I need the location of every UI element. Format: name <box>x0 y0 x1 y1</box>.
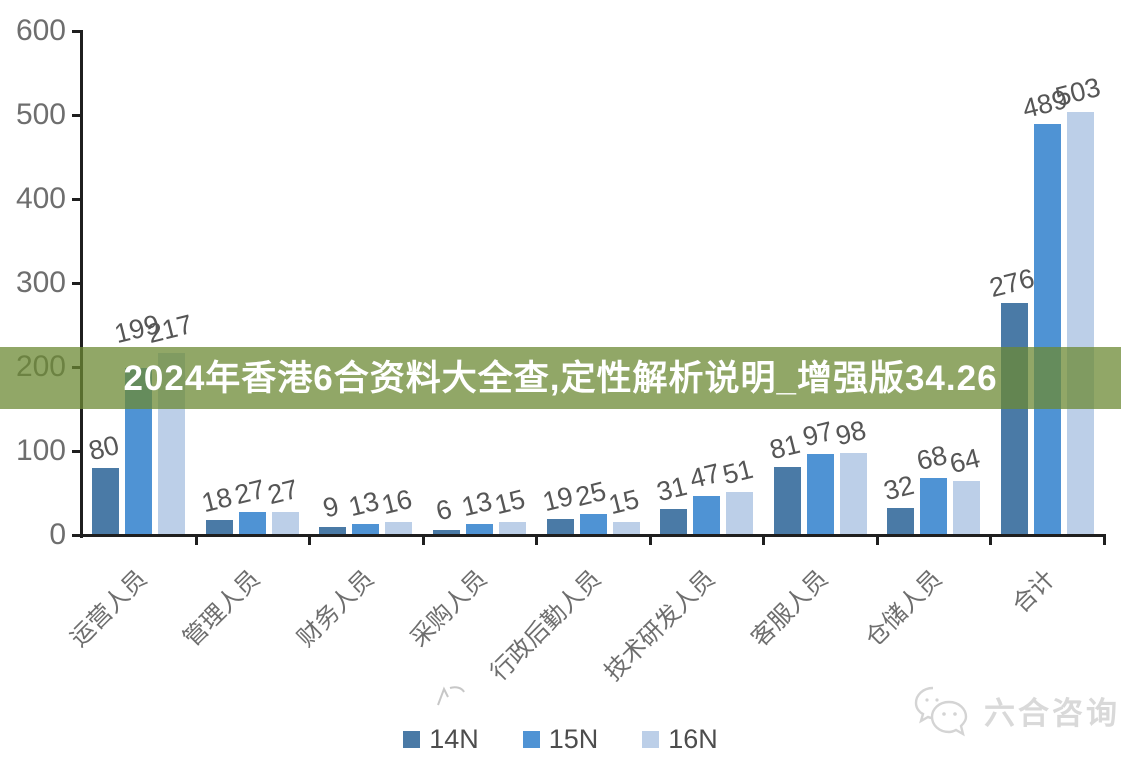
legend-label-16n: 16N <box>668 724 718 754</box>
bar-16N-9 <box>1066 112 1094 535</box>
y-axis-tick <box>72 114 81 117</box>
x-axis-tick <box>989 535 993 545</box>
bar-14N-6 <box>660 509 688 535</box>
bar-16N-6 <box>726 492 754 535</box>
bar-value-label: 98 <box>832 414 870 452</box>
chart-legend: 14N 15N 16N <box>0 726 1121 753</box>
y-axis-tick-label: 300 <box>15 266 66 299</box>
bar-15N-5 <box>579 514 607 535</box>
y-axis-line <box>80 30 83 538</box>
y-axis-tick <box>72 198 81 201</box>
bar-15N-3 <box>352 524 380 535</box>
x-axis-tick <box>535 535 539 545</box>
mouse-cursor-mark <box>437 686 465 706</box>
bar-14N-9 <box>1000 303 1028 535</box>
y-axis-tick <box>72 30 81 33</box>
bar-value-label: 27 <box>232 473 269 511</box>
bar-value-label: 15 <box>605 483 643 521</box>
bar-value-label: 51 <box>719 453 756 491</box>
bar-15N-9 <box>1033 124 1061 535</box>
y-axis-tick-label: 400 <box>15 182 66 215</box>
bar-value-label: 31 <box>653 470 690 508</box>
y-axis-tick <box>72 534 81 537</box>
y-axis-tick-label: 100 <box>15 434 66 467</box>
bar-16N-4 <box>498 522 526 535</box>
bar-14N-1 <box>92 468 120 535</box>
legend-swatch-15n <box>522 731 540 748</box>
legend-swatch-16n <box>642 731 660 748</box>
wechat-chat-bubbles-icon <box>914 686 968 737</box>
bar-14N-8 <box>887 508 915 535</box>
bar-value-label: 503 <box>1052 72 1104 113</box>
bar-14N-3 <box>319 527 347 535</box>
bar-value-label: 6 <box>433 493 456 527</box>
bar-value-label: 25 <box>572 475 610 513</box>
watermark-text: 六合咨询 <box>984 695 1120 731</box>
legend-item-14n: 14N <box>403 726 479 753</box>
y-axis-tick-label: 0 <box>49 518 66 551</box>
bar-value-label: 19 <box>539 480 577 518</box>
bar-16N-8 <box>953 481 981 535</box>
y-axis-tick-label: 600 <box>15 14 66 47</box>
bar-14N-5 <box>546 519 574 535</box>
bar-value-label: 81 <box>766 428 804 466</box>
bar-16N-7 <box>839 453 867 535</box>
x-axis-line <box>80 534 1106 537</box>
bar-value-label: 64 <box>946 442 983 480</box>
x-axis-tick <box>194 535 198 545</box>
x-axis-tick <box>875 535 879 545</box>
bar-value-label: 9 <box>319 490 342 524</box>
bar-14N-4 <box>432 530 460 535</box>
bar-value-label: 97 <box>799 415 837 453</box>
x-axis-tick <box>308 535 312 545</box>
bar-15N-6 <box>693 496 721 535</box>
bar-15N-2 <box>238 512 266 535</box>
bar-16N-5 <box>612 522 640 535</box>
legend-label-14n: 14N <box>429 724 479 754</box>
legend-swatch-14n <box>403 731 421 748</box>
y-axis-tick-label: 500 <box>15 98 66 131</box>
legend-item-15n: 15N <box>522 724 599 754</box>
bar-value-label: 32 <box>880 469 917 507</box>
overlay-banner: 2024年香港6合资料大全查,定性解析说明_增强版34.26 <box>0 347 1121 409</box>
watermark: 六合咨询 <box>908 680 1120 746</box>
bar-value-label: 27 <box>265 473 302 511</box>
y-axis-tick <box>72 282 81 285</box>
bar-value-label: 13 <box>459 485 496 523</box>
legend-item-16n: 16N <box>642 726 718 753</box>
bar-value-label: 80 <box>85 429 122 467</box>
x-axis-tick <box>648 535 652 545</box>
bar-value-label: 15 <box>492 483 529 521</box>
bar-value-label: 47 <box>686 457 723 495</box>
banner-text: 2024年香港6合资料大全查,定性解析说明_增强版34.26 <box>123 358 998 398</box>
y-axis-tick <box>72 450 81 453</box>
x-axis-tick <box>1103 535 1106 545</box>
x-axis-tick <box>762 535 766 545</box>
bar-value-label: 68 <box>913 439 950 477</box>
bar-14N-2 <box>205 520 233 535</box>
bar-value-label: 18 <box>199 481 236 519</box>
bar-15N-4 <box>465 524 493 535</box>
bar-15N-8 <box>920 478 948 535</box>
bar-value-label: 276 <box>986 263 1038 304</box>
bar-16N-3 <box>385 522 413 535</box>
bar-16N-2 <box>271 512 299 535</box>
legend-label-15n: 15N <box>548 724 599 754</box>
bar-15N-7 <box>806 454 834 535</box>
x-axis-tick <box>421 535 425 545</box>
bar-value-label: 16 <box>378 483 415 521</box>
bar-value-label: 13 <box>345 485 382 523</box>
bar-14N-7 <box>773 467 801 535</box>
